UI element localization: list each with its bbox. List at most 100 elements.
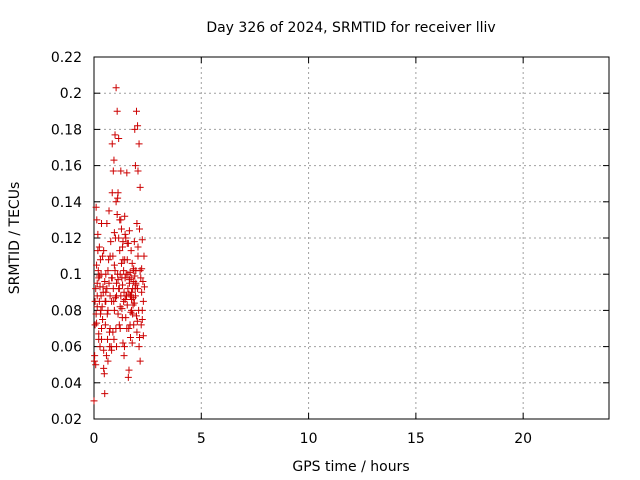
data-point: [98, 220, 106, 228]
data-point: [139, 277, 147, 285]
y-tick-label: 0.04: [51, 376, 82, 392]
data-point: [135, 140, 143, 148]
data-point: [102, 352, 110, 360]
data-point: [115, 134, 123, 142]
data-point: [131, 272, 139, 280]
data-point: [117, 259, 125, 267]
data-point: [134, 167, 142, 175]
y-tick-label: 0.22: [51, 50, 82, 66]
data-point: [134, 122, 142, 130]
data-point: [125, 366, 133, 374]
data-point: [131, 285, 139, 293]
data-point: [95, 274, 103, 282]
x-tick-label: 5: [197, 431, 206, 447]
data-point: [112, 198, 120, 206]
data-point: [111, 267, 119, 275]
y-tick-label: 0.16: [51, 159, 82, 175]
x-tick-label: 0: [90, 431, 99, 447]
data-point: [140, 283, 148, 291]
data-point: [114, 276, 122, 284]
data-point: [105, 256, 113, 264]
data-point: [96, 343, 104, 351]
data-point: [104, 306, 112, 314]
data-point: [96, 256, 104, 264]
data-point: [101, 297, 109, 305]
data-point: [132, 107, 140, 115]
data-point: [128, 259, 136, 267]
axis-ticks: 0.02 0.04 0.06 0.08 0.1 0.12 0.14 0.16 0.18 0.2 0.…: [51, 50, 609, 447]
y-tick-label: 0.14: [51, 195, 82, 211]
data-point: [105, 279, 113, 287]
data-point: [127, 308, 135, 316]
data-point: [97, 306, 105, 314]
data-point: [135, 343, 143, 351]
data-point: [139, 297, 147, 305]
data-point: [137, 274, 145, 282]
data-point: [115, 234, 123, 242]
data-point: [132, 279, 140, 287]
data-point: [125, 227, 133, 235]
data-point: [121, 230, 129, 238]
data-point: [131, 162, 139, 170]
data-point: [104, 267, 112, 275]
y-tick-label: 0.08: [51, 303, 82, 319]
data-point: [126, 268, 134, 276]
data-point: [101, 390, 109, 398]
data-point: [114, 310, 122, 318]
data-point: [114, 189, 122, 197]
data-point: [110, 335, 118, 343]
data-point: [93, 216, 101, 224]
data-point: [103, 310, 111, 318]
y-tick-label: 0.06: [51, 340, 82, 356]
x-axis-label: GPS time / hours: [292, 459, 409, 475]
data-point: [134, 243, 142, 251]
data-point: [102, 270, 110, 278]
data-point: [124, 373, 132, 381]
y-tick-label: 0.18: [51, 122, 82, 138]
data-point: [131, 292, 139, 300]
data-point: [135, 334, 143, 342]
data-point: [113, 343, 121, 351]
data-point: [94, 267, 102, 275]
data-point: [100, 364, 108, 372]
y-tick-label: 0.2: [60, 86, 82, 102]
data-point: [101, 321, 109, 329]
data-point: [110, 229, 118, 237]
data-point: [104, 335, 112, 343]
y-tick-label: 0.12: [51, 231, 82, 247]
x-tick-label: 10: [300, 431, 318, 447]
data-point: [138, 315, 146, 323]
data-point: [138, 236, 146, 244]
data-point: [93, 261, 101, 269]
data-point: [98, 325, 106, 332]
data-point: [100, 346, 108, 354]
data-point: [120, 343, 128, 351]
data-point: [120, 288, 128, 296]
data-point: [138, 265, 146, 273]
data-point: [112, 325, 120, 332]
data-point: [93, 279, 101, 287]
data-point: [92, 361, 100, 369]
data-point: [113, 210, 121, 218]
x-tick-label: 15: [407, 431, 425, 447]
data-point: [111, 131, 119, 139]
grid-lines: [94, 57, 609, 419]
data-point: [138, 288, 146, 296]
data-point: [108, 140, 116, 148]
data-point: [118, 305, 126, 313]
data-point: [100, 247, 108, 255]
data-point: [90, 397, 98, 405]
y-axis-label: SRMTID / TECUs: [7, 182, 23, 295]
data-point: [123, 169, 131, 177]
y-tick-label: 0.02: [51, 412, 82, 428]
data-point: [132, 312, 140, 320]
data-point: [110, 156, 118, 164]
data-point: [105, 207, 113, 215]
data-point: [117, 216, 125, 224]
data-point: [115, 321, 123, 329]
data-points: [90, 84, 148, 405]
data-point: [113, 107, 121, 115]
data-point: [110, 306, 118, 314]
data-point: [121, 274, 129, 282]
